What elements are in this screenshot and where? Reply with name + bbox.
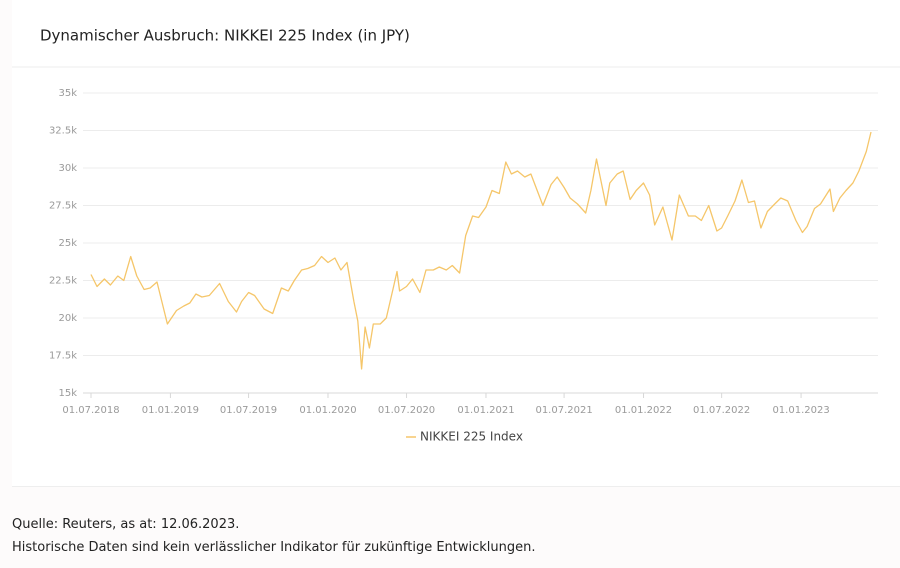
y-tick-label: 22.5k [49, 276, 77, 287]
y-tick-label: 27.5k [49, 201, 77, 212]
source: Quelle: Reuters, as at: 12.06.2023. [12, 517, 240, 532]
x-tick-label: 01.07.2018 [62, 405, 119, 416]
chart-title: Dynamischer Ausbruch: NIKKEI 225 Index (… [40, 27, 410, 45]
chart: Dynamischer Ausbruch: NIKKEI 225 Index (… [12, 27, 900, 444]
x-tick-label: 01.07.2021 [535, 405, 592, 416]
y-tick-label: 25k [58, 238, 77, 249]
disclaimer: Historische Daten sind kein verlässliche… [12, 540, 536, 555]
x-tick-label: 01.01.2019 [142, 405, 199, 416]
y-tick-label: 30k [58, 163, 77, 174]
x-tick-label: 01.01.2021 [457, 405, 514, 416]
x-tick-label: 01.01.2022 [615, 405, 672, 416]
x-tick-label: 01.01.2023 [772, 405, 829, 416]
x-tick-label: 01.07.2022 [693, 405, 750, 416]
x-tick-label: 01.07.2020 [378, 405, 435, 416]
x-tick-label: 01.07.2019 [220, 405, 277, 416]
x-tick-label: 01.01.2020 [299, 405, 356, 416]
y-tick-label: 20k [58, 313, 77, 324]
legend-label: NIKKEI 225 Index [420, 430, 523, 444]
y-tick-label: 15k [58, 388, 77, 399]
y-tick-label: 17.5k [49, 351, 77, 362]
line-series [90, 131, 872, 370]
y-tick-label: 35k [58, 88, 77, 99]
y-tick-label: 32.5k [49, 126, 77, 137]
